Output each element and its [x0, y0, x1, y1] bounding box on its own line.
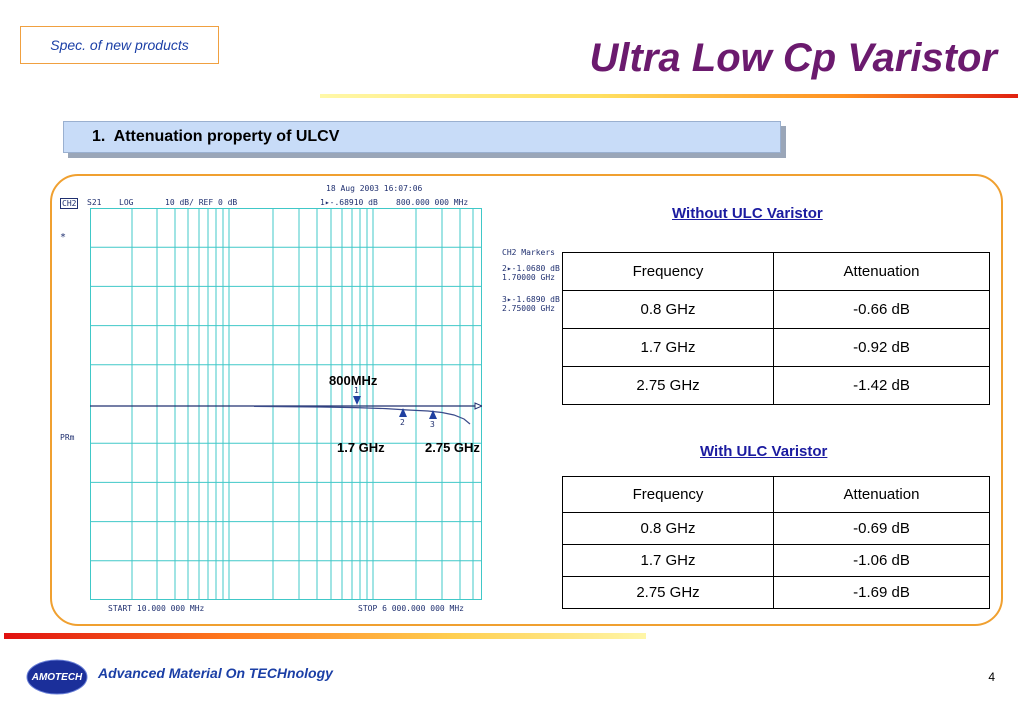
header-attenuation: Attenuation — [773, 476, 990, 513]
table-row: 2.75 GHz -1.69 dB — [562, 576, 990, 609]
header-frequency: Frequency — [562, 476, 774, 513]
cell-attenuation: -0.66 dB — [773, 290, 990, 329]
cell-attenuation: -0.69 dB — [773, 512, 990, 545]
spec-label: Spec. of new products — [50, 37, 189, 53]
annotation-800mhz: 800MHz — [329, 373, 378, 388]
table-header-row: Frequency Attenuation — [562, 476, 990, 513]
section-heading-bar: 1. Attenuation property of ULCV — [63, 121, 786, 158]
analyzer-marker2-value: 2▸-1.0680 dB — [502, 264, 560, 273]
cell-frequency: 2.75 GHz — [562, 576, 774, 609]
bottom-gradient-rule — [4, 633, 646, 639]
top-gradient-rule — [320, 94, 1018, 98]
analyzer-param: S21 — [87, 198, 102, 207]
marker-3-number: 3 — [430, 420, 435, 429]
page-title: Ultra Low Cp Varistor — [589, 36, 997, 80]
section-heading-box: 1. Attenuation property of ULCV — [63, 121, 781, 153]
table-header-row: Frequency Attenuation — [562, 252, 990, 291]
analyzer-channel: CH2 — [60, 198, 79, 209]
table-row: 2.75 GHz -1.42 dB — [562, 366, 990, 405]
cell-frequency: 1.7 GHz — [562, 544, 774, 577]
analyzer-marker1-readout: 1▸-.68910 dB — [320, 198, 378, 207]
cell-frequency: 1.7 GHz — [562, 328, 774, 367]
spec-label-box: Spec. of new products — [20, 26, 219, 64]
analyzer-start: START 10.000 000 MHz — [108, 604, 205, 613]
analyzer-asterisk: * — [60, 232, 67, 243]
content-panel — [50, 174, 1003, 626]
marker-2-triangle — [399, 408, 407, 417]
annotation-2-75ghz: 2.75 GHz — [425, 440, 480, 455]
cell-frequency: 2.75 GHz — [562, 366, 774, 405]
analyzer-plot — [90, 208, 482, 600]
analyzer-scale: 10 dB/ REF 0 dB — [165, 198, 238, 207]
analyzer-marker3-freq: 2.75000 GHz — [502, 304, 555, 313]
plot-grid-lines — [90, 208, 482, 600]
table-row: 1.7 GHz -1.06 dB — [562, 544, 990, 577]
cell-frequency: 0.8 GHz — [562, 512, 774, 545]
company-name: Advanced Material On TECHnology — [98, 665, 333, 681]
s21-trace — [253, 405, 471, 425]
analyzer-markers-title: CH2 Markers — [502, 248, 555, 257]
header-frequency: Frequency — [562, 252, 774, 291]
table-without-ulc: Frequency Attenuation 0.8 GHz -0.66 dB 1… — [562, 252, 990, 405]
cell-attenuation: -0.92 dB — [773, 328, 990, 367]
analyzer-stop: STOP 6 000.000 000 MHz — [358, 604, 464, 613]
marker-1-number: 1 — [354, 386, 359, 395]
table-with-ulc: Frequency Attenuation 0.8 GHz -0.69 dB 1… — [562, 476, 990, 609]
analyzer-format: LOG — [119, 198, 134, 207]
cell-attenuation: -1.06 dB — [773, 544, 990, 577]
table-row: 0.8 GHz -0.69 dB — [562, 512, 990, 545]
analyzer-marker3-value: 3▸-1.6890 dB — [502, 295, 560, 304]
cell-frequency: 0.8 GHz — [562, 290, 774, 329]
cell-attenuation: -1.69 dB — [773, 576, 990, 609]
analyzer-timestamp: 18 Aug 2003 16:07:06 — [326, 184, 423, 193]
analyzer-marker2-freq: 1.70000 GHz — [502, 273, 555, 282]
analyzer-marker1-freq: 800.000 000 MHz — [396, 198, 469, 207]
cell-attenuation: -1.42 dB — [773, 366, 990, 405]
table-with-caption: With ULC Varistor — [700, 443, 828, 460]
logo-text: AMOTECH — [31, 672, 83, 683]
ref-marker-arrow — [474, 402, 482, 410]
amotech-logo: AMOTECH — [26, 659, 88, 695]
marker-1-triangle — [353, 396, 361, 405]
annotation-1-7ghz: 1.7 GHz — [337, 440, 385, 455]
table-row: 0.8 GHz -0.66 dB — [562, 290, 990, 329]
table-row: 1.7 GHz -0.92 dB — [562, 328, 990, 367]
section-heading: 1. Attenuation property of ULCV — [92, 128, 340, 145]
marker-2-number: 2 — [400, 418, 405, 427]
analyzer-prm-label: PRm — [60, 433, 75, 442]
page-number: 4 — [988, 670, 995, 684]
header-attenuation: Attenuation — [773, 252, 990, 291]
marker-3-triangle — [429, 410, 437, 419]
table-without-caption: Without ULC Varistor — [672, 205, 823, 222]
